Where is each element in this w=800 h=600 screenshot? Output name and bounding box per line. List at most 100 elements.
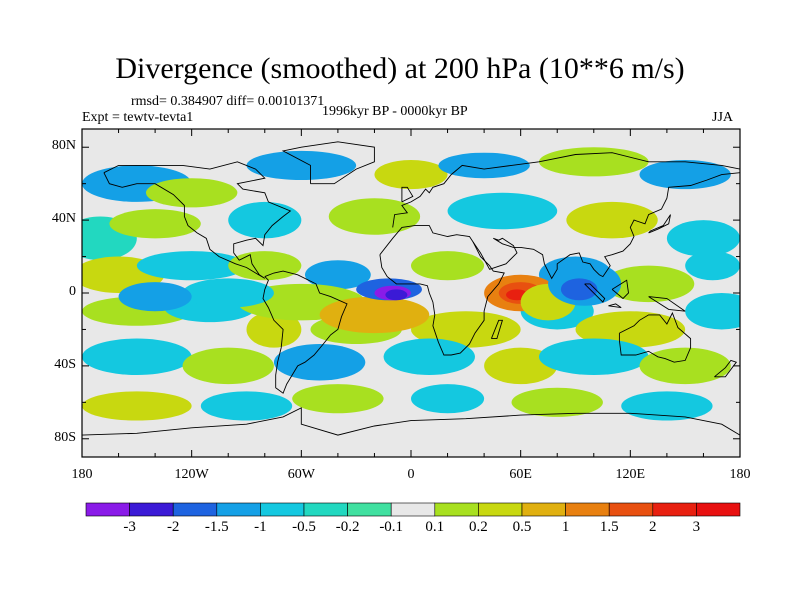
field-patch bbox=[639, 159, 731, 190]
coastline bbox=[103, 161, 292, 279]
coastline bbox=[472, 172, 740, 280]
colorbar-swatch bbox=[696, 502, 741, 517]
field-patch bbox=[292, 384, 384, 414]
colorbar-swatch bbox=[172, 502, 218, 517]
colorbar-label: 1 bbox=[561, 519, 570, 535]
lon-tick-label: 60E bbox=[509, 467, 532, 482]
field-patch bbox=[566, 201, 658, 239]
colorbar-label: 0.1 bbox=[425, 519, 445, 535]
coastline bbox=[401, 186, 414, 203]
field-patch bbox=[228, 251, 302, 281]
colorbar-label: -0.5 bbox=[292, 519, 316, 535]
field-patch bbox=[411, 384, 485, 414]
coastline bbox=[379, 225, 505, 356]
field-patch bbox=[319, 296, 430, 334]
coastline bbox=[611, 279, 629, 300]
colorbar-swatch bbox=[521, 502, 566, 517]
field-patch bbox=[304, 260, 371, 290]
field-patch bbox=[246, 150, 357, 181]
field-patch bbox=[246, 311, 302, 348]
colorbar-label: 1.5 bbox=[599, 519, 619, 535]
field-patch bbox=[560, 278, 598, 301]
field-patch bbox=[374, 159, 448, 190]
lon-tick-label: 120E bbox=[615, 467, 646, 482]
colorbar-swatch bbox=[652, 502, 697, 517]
colorbar-swatch bbox=[434, 502, 479, 517]
colorbar-label: -1.5 bbox=[204, 519, 229, 535]
lat-tick-label: 0 bbox=[69, 284, 76, 299]
colorbar-swatch bbox=[303, 502, 348, 517]
coastline bbox=[392, 152, 740, 228]
colorbar-label: 2 bbox=[649, 519, 657, 535]
field-patch bbox=[328, 198, 421, 235]
colorbar-swatch bbox=[608, 502, 654, 517]
season-label: JJA bbox=[712, 110, 734, 125]
field-patch bbox=[639, 347, 731, 385]
field-patch bbox=[685, 293, 740, 330]
field-patch bbox=[118, 282, 192, 312]
field-patch bbox=[109, 209, 201, 239]
colorbar-swatch bbox=[260, 502, 305, 517]
colorbar-label: -2 bbox=[166, 519, 180, 535]
field-patch bbox=[145, 178, 238, 208]
experiment-label: Expt = tewtv-tevta1 bbox=[82, 110, 194, 125]
stats-label: rmsd= 0.384907 diff= 0.00101371 bbox=[131, 94, 325, 109]
coastline bbox=[262, 270, 348, 394]
field-patch bbox=[575, 311, 686, 348]
field-patch bbox=[273, 344, 366, 381]
field-patch bbox=[182, 347, 274, 385]
lat-tick-label: 80S bbox=[54, 429, 76, 445]
coastline bbox=[584, 283, 606, 303]
field-patch bbox=[602, 265, 695, 303]
chart-title: Divergence (smoothed) at 200 hPa (10**6 … bbox=[115, 52, 685, 85]
field-patch bbox=[385, 289, 408, 301]
colorbar-swatch bbox=[347, 502, 392, 517]
field-patch bbox=[228, 201, 302, 239]
coastline bbox=[648, 296, 686, 312]
lat-tick-label: 40N bbox=[51, 211, 76, 227]
colorbar-label: -0.1 bbox=[379, 519, 404, 535]
coastline bbox=[490, 319, 504, 340]
coastline bbox=[648, 214, 671, 234]
colorbar-swatch bbox=[85, 502, 130, 517]
colorbar-swatch bbox=[129, 502, 174, 517]
colorbar-label: -0.2 bbox=[335, 519, 360, 535]
period-label: 1996kyr BP - 0000kyr BP bbox=[322, 104, 468, 119]
field-patch bbox=[685, 251, 740, 281]
colorbar-swatch bbox=[390, 502, 436, 517]
field-patch bbox=[447, 192, 558, 230]
lon-tick-label: 180 bbox=[729, 467, 751, 482]
field-patch bbox=[200, 391, 293, 421]
field-patch bbox=[182, 278, 274, 308]
field-patch bbox=[383, 338, 475, 375]
field-patch bbox=[666, 220, 740, 257]
field-patch bbox=[511, 387, 603, 417]
colorbar-label: -1 bbox=[254, 519, 267, 535]
lon-tick-label: 0 bbox=[407, 467, 415, 482]
coastline bbox=[608, 303, 622, 309]
field-patch bbox=[82, 391, 192, 421]
lat-tick-label: 40S bbox=[54, 356, 76, 372]
colorbar-swatch bbox=[478, 502, 523, 517]
field-patch bbox=[411, 251, 485, 281]
colorbar-swatch bbox=[216, 502, 261, 517]
colorbar-swatch bbox=[565, 502, 610, 517]
colorbar-label: 0.5 bbox=[512, 519, 532, 535]
field-patch bbox=[438, 152, 530, 179]
lon-tick-label: 120W bbox=[174, 467, 209, 482]
coastline bbox=[281, 141, 375, 185]
colorbar-label: 3 bbox=[692, 519, 701, 535]
coastline bbox=[714, 359, 738, 378]
lon-tick-label: 180 bbox=[71, 467, 93, 482]
coastline bbox=[82, 407, 740, 436]
field-patch bbox=[621, 391, 713, 421]
field-patch bbox=[538, 338, 649, 375]
coastline bbox=[618, 311, 692, 363]
colorbar-label: -3 bbox=[123, 519, 136, 535]
field-patch bbox=[538, 147, 649, 177]
lat-tick-label: 80N bbox=[51, 138, 76, 154]
field-patch bbox=[136, 251, 247, 281]
colorbar-label: 0.2 bbox=[469, 519, 488, 535]
lon-tick-label: 60W bbox=[287, 467, 315, 482]
